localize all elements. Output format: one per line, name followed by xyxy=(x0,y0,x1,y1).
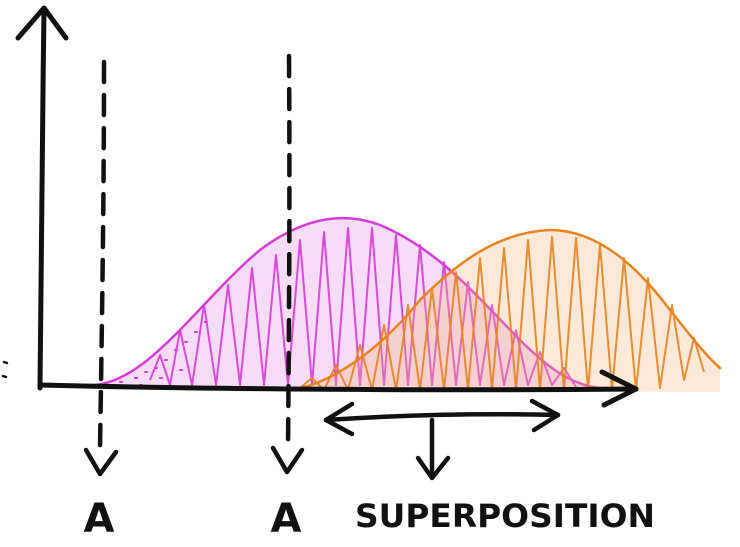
superposition-range-arrow xyxy=(323,398,561,481)
y-axis xyxy=(37,7,47,391)
orange-hatching xyxy=(299,236,705,391)
magenta-hatching xyxy=(149,227,577,388)
double-arrow-right-head xyxy=(529,398,561,433)
x-axis-arrowhead xyxy=(599,369,639,408)
origin-tick xyxy=(1,360,9,379)
marker-left-label: A xyxy=(84,496,115,542)
marker-left xyxy=(83,59,119,477)
superposition-label: SUPERPOSITION xyxy=(355,497,655,535)
marker-right xyxy=(270,53,305,475)
marker-left-dashed-line xyxy=(97,59,107,451)
orange-distribution xyxy=(288,228,722,392)
down-pointer-arrowhead xyxy=(415,455,451,481)
marker-right-dashed-line xyxy=(285,53,292,450)
y-axis-arrowhead xyxy=(15,5,69,41)
marker-left-arrowhead xyxy=(83,447,119,477)
orange-curve-fill xyxy=(290,230,720,392)
double-arrow-left-head xyxy=(323,401,355,437)
axes xyxy=(1,5,639,408)
marker-right-arrowhead xyxy=(270,445,305,475)
double-arrow-line xyxy=(323,411,561,423)
magenta-curve-outline xyxy=(93,216,602,390)
x-axis xyxy=(37,382,639,393)
marker-right-label: A xyxy=(271,496,302,542)
